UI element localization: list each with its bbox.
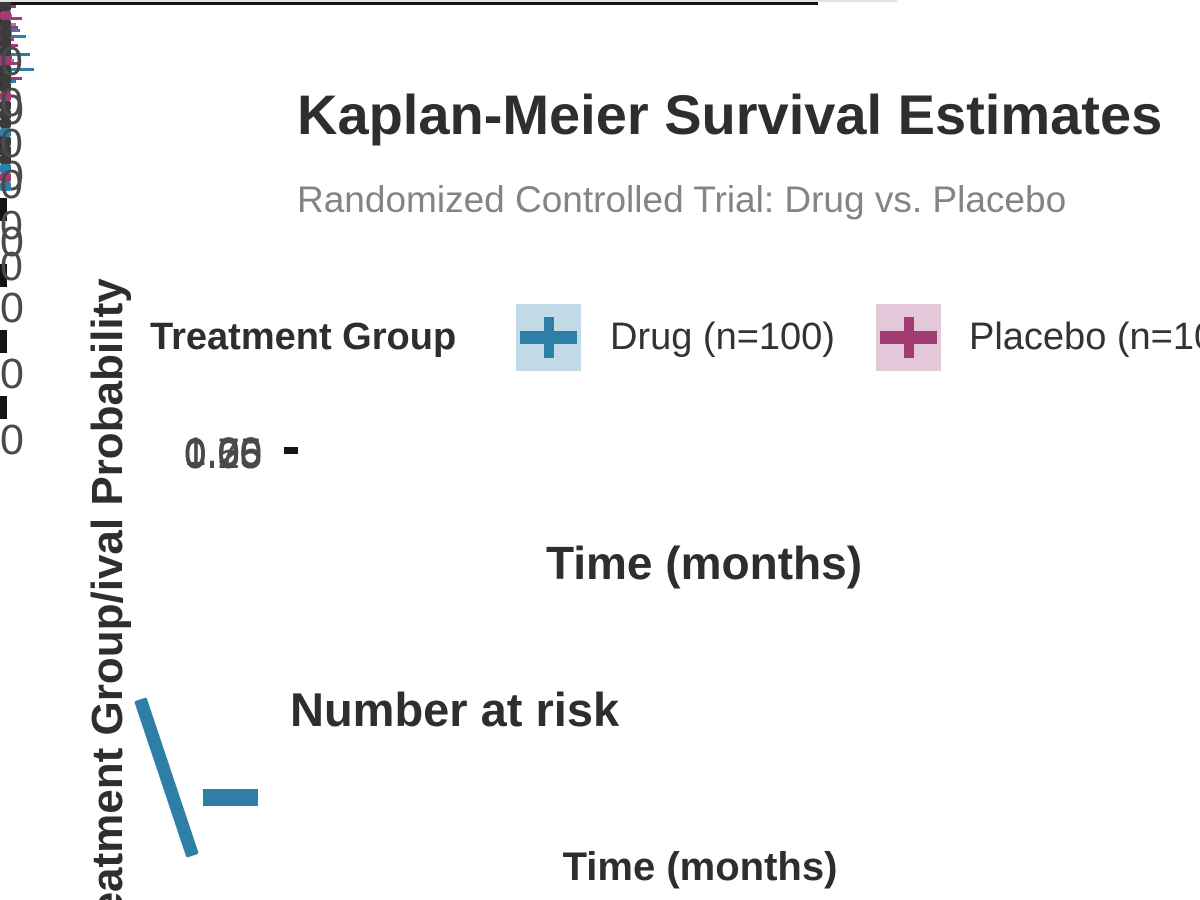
risk-table-heading: Number at risk <box>290 683 620 736</box>
x-axis-lower: 0102030405060 <box>0 0 46 287</box>
risk-number-smudge <box>0 83 11 92</box>
risk-number-smudge <box>0 146 11 155</box>
risk-x-tick-label: 20 <box>0 79 23 125</box>
risk-number-smudge <box>0 92 11 101</box>
legend-label-drug: Drug (n=100) <box>610 316 835 358</box>
risk-number-smudge <box>0 182 11 191</box>
x-tick-mark <box>0 264 7 287</box>
risk-x-tick-label: 0 <box>0 0 23 41</box>
y-axis-tick-labels-overlapped: 1.00 0.75 0.50 0.25 0.00 <box>170 430 262 477</box>
risk-x-tick-label: 30 <box>0 120 23 166</box>
risk-number-smudge <box>0 128 11 137</box>
squished-curve-diagonal-artifact <box>134 697 199 858</box>
x-tick-label: 60 <box>0 416 24 464</box>
y-tick-label: 0.00 <box>184 433 262 477</box>
risk-number-smudge <box>0 173 11 182</box>
risk-x-tick-label: 50 <box>0 202 23 248</box>
x-tick-mark <box>0 330 7 353</box>
censor-tick-glyph-icon <box>544 317 554 358</box>
risk-x-tick-label: 40 <box>0 161 23 207</box>
squished-curve-segment <box>0 53 30 56</box>
legend-key-placebo <box>876 304 941 371</box>
risk-x-tick-label: 60 <box>0 243 23 289</box>
risk-number-smudge <box>0 11 11 20</box>
squished-curve-segment <box>0 35 26 38</box>
risk-baseline <box>0 0 897 2</box>
squished-curve-segment <box>0 77 22 80</box>
risk-number-smudge <box>0 20 11 29</box>
squished-data-band <box>0 2 818 5</box>
x-tick-mark <box>0 396 7 419</box>
x-tick-label: 50 <box>0 350 24 398</box>
legend-label-placebo: Placebo (n=100) <box>969 316 1200 358</box>
risk-number-smudge <box>0 155 11 164</box>
censor-tick-glyph-icon <box>904 317 914 358</box>
risk-number-smudge <box>0 65 11 74</box>
risk-number-smudge <box>0 74 11 83</box>
x-tick-mark <box>0 198 7 221</box>
risk-number-smudge <box>0 47 11 56</box>
x-axis-title: Time (months) <box>545 537 863 589</box>
risk-number-smudge <box>0 110 11 119</box>
risk-number-smudge <box>0 38 11 47</box>
y-tick-label: 1.00 <box>184 430 262 474</box>
page-title: Kaplan-Meier Survival Estimates <box>297 83 1163 146</box>
risk-x-axis-title: Time (months) <box>562 845 838 889</box>
y-axis-label-rotated: Treatment Group/ival Probability <box>83 278 132 900</box>
x-tick-label: 30 <box>0 218 24 266</box>
risk-number-smudge <box>0 56 11 65</box>
risk-number-smudge <box>0 2 11 11</box>
risk-table-squished-row <box>0 0 897 191</box>
legend-key-drug <box>516 304 581 371</box>
x-tick-label: 40 <box>0 284 24 332</box>
squished-curve-segment <box>0 17 22 20</box>
legend-title: Treatment Group <box>150 316 457 358</box>
page-subtitle: Randomized Controlled Trial: Drug vs. Pl… <box>297 179 1067 220</box>
y-axis-tick-mark <box>284 447 298 454</box>
risk-x-tick-label: 10 <box>0 38 23 84</box>
risk-number-smudge <box>0 119 11 128</box>
y-tick-label: 0.75 <box>184 431 262 475</box>
risk-number-smudge <box>0 164 11 173</box>
squished-curve-dash-artifact <box>203 789 258 806</box>
risk-number-smudge <box>0 101 11 110</box>
y-tick-label: 0.50 <box>184 432 262 476</box>
risk-number-smudge <box>0 137 11 146</box>
y-tick-label: 0.25 <box>184 433 262 477</box>
risk-number-smudge <box>0 29 11 38</box>
squished-curve-segment <box>0 68 34 71</box>
